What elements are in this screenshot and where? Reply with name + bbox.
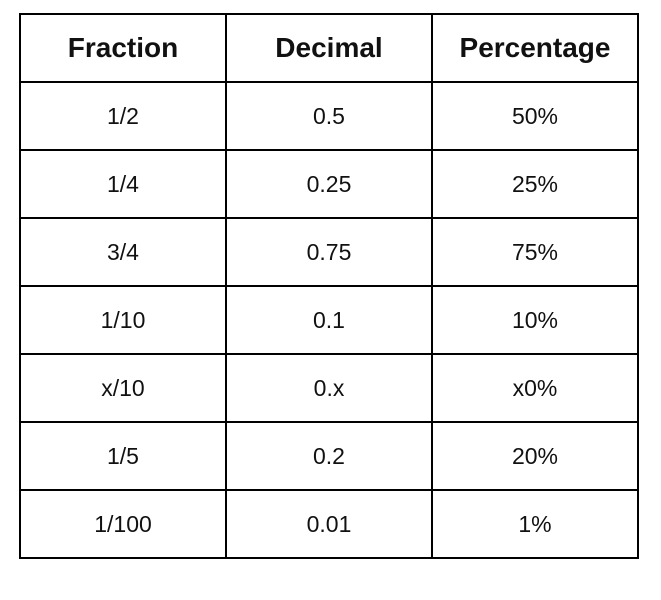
table-cell: 0.25 xyxy=(225,149,433,219)
header-cell: Decimal xyxy=(225,13,433,83)
conversion-table: Fraction Decimal Percentage 1/2 0.5 50% 1/4 0.… xyxy=(19,13,639,559)
table-row: 1/4 0.25 25% xyxy=(19,149,639,219)
table-body: 1/2 0.5 50% 1/4 0.25 25% 3/4 0.75 75% 1/10 0.1 10% x… xyxy=(19,81,639,559)
table-cell: 1/100 xyxy=(19,489,227,559)
table-row: 1/10 0.1 10% xyxy=(19,285,639,355)
header-cell: Percentage xyxy=(431,13,639,83)
table-cell: 0.1 xyxy=(225,285,433,355)
table-row: x/10 0.x x0% xyxy=(19,353,639,423)
table-row: 1/100 0.01 1% xyxy=(19,489,639,559)
table-cell: 0.75 xyxy=(225,217,433,287)
table-cell: 10% xyxy=(431,285,639,355)
table-cell: 1/5 xyxy=(19,421,227,491)
header-row: Fraction Decimal Percentage xyxy=(19,13,639,83)
table-row: 3/4 0.75 75% xyxy=(19,217,639,287)
table-cell: x0% xyxy=(431,353,639,423)
table-cell: 50% xyxy=(431,81,639,151)
table-cell: 0.2 xyxy=(225,421,433,491)
table-cell: 20% xyxy=(431,421,639,491)
table-row: 1/5 0.2 20% xyxy=(19,421,639,491)
table-header: Fraction Decimal Percentage xyxy=(19,13,639,83)
table-cell: 1/2 xyxy=(19,81,227,151)
table-cell: 0.x xyxy=(225,353,433,423)
table-cell: 0.01 xyxy=(225,489,433,559)
table-cell: 0.5 xyxy=(225,81,433,151)
table-cell: x/10 xyxy=(19,353,227,423)
table-cell: 3/4 xyxy=(19,217,227,287)
table-cell: 1/10 xyxy=(19,285,227,355)
table-row: 1/2 0.5 50% xyxy=(19,81,639,151)
table-cell: 1% xyxy=(431,489,639,559)
table-cell: 75% xyxy=(431,217,639,287)
table-cell: 1/4 xyxy=(19,149,227,219)
header-cell: Fraction xyxy=(19,13,227,83)
table-cell: 25% xyxy=(431,149,639,219)
